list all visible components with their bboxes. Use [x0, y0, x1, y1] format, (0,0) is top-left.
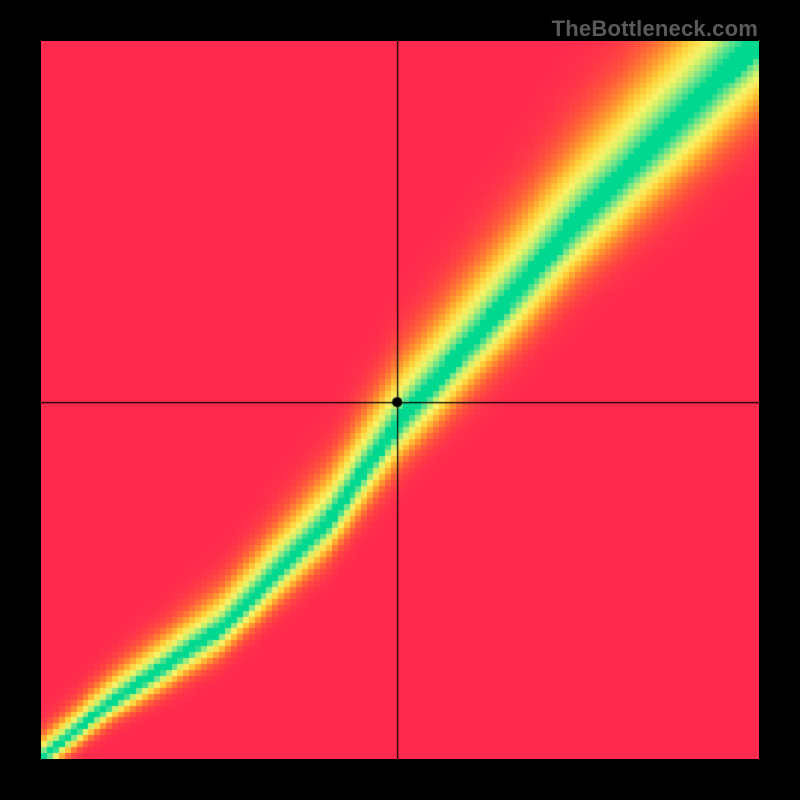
heatmap-plot: [41, 41, 759, 759]
watermark-text: TheBottleneck.com: [552, 16, 758, 42]
heatmap-canvas: [41, 41, 759, 759]
